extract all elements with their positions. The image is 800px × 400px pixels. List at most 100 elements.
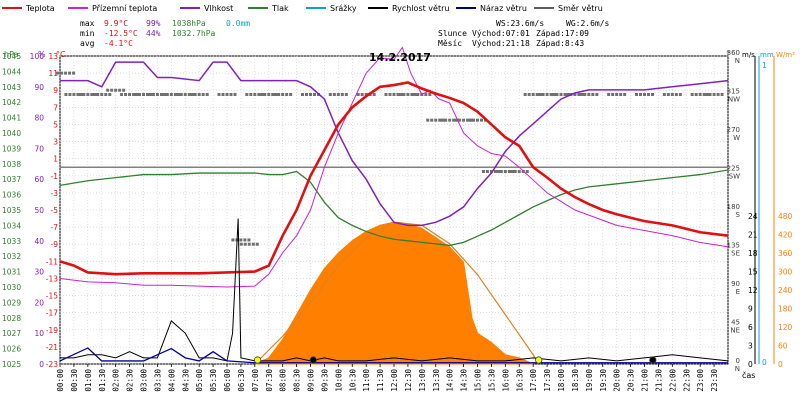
wind-direction-point xyxy=(458,118,462,122)
solar-max-line xyxy=(254,221,540,365)
x-tick-label: 21:30 xyxy=(654,369,663,392)
pct-tick-label: 70 xyxy=(34,144,44,153)
astronomy-marker xyxy=(649,356,657,364)
legend-label: Směr větru xyxy=(558,4,603,13)
x-tick-label: 03:30 xyxy=(153,369,162,392)
wind-direction-point xyxy=(392,93,396,96)
wind-direction-point xyxy=(579,93,583,96)
wind-direction-point xyxy=(64,93,68,96)
x-tick-label: 09:30 xyxy=(320,369,329,392)
stat-text: 1038hPa xyxy=(172,19,206,28)
wind-direction-point xyxy=(175,93,179,96)
wind-direction-point xyxy=(263,93,267,96)
wind-direction-point xyxy=(163,93,167,96)
wind-direction-point xyxy=(454,118,458,122)
wind-direction-point xyxy=(384,93,388,96)
dir-tick-value: 225 xyxy=(727,165,740,173)
wind-direction-point xyxy=(414,93,418,96)
wind-direction-point xyxy=(426,118,430,122)
wm-tick-label: 300 xyxy=(778,268,793,277)
temp-tick-label: 1 xyxy=(53,155,58,164)
hpa-tick-label: 1035 xyxy=(2,206,21,215)
wind-direction-point xyxy=(124,93,128,96)
wind-direction-point xyxy=(191,93,195,96)
wind-direction-point xyxy=(128,93,132,96)
wind-direction-point xyxy=(698,93,702,96)
wind-direction-point xyxy=(615,93,619,96)
temp-tick-label: -5 xyxy=(51,206,59,215)
temp-tick-label: 13 xyxy=(48,52,58,61)
wind-direction-point xyxy=(402,93,406,96)
wind-direction-point xyxy=(523,93,527,96)
wind-direction-point xyxy=(177,93,181,96)
wind-direction-point xyxy=(253,93,257,96)
x-tick-label: 17:30 xyxy=(543,369,552,392)
wind-direction-point xyxy=(639,93,642,96)
x-tick-label: 18:00 xyxy=(557,369,566,392)
x-tick-label: 21:00 xyxy=(641,369,650,392)
wind-direction-point xyxy=(611,93,615,96)
x-tick-label: 04:30 xyxy=(181,369,190,392)
x-tick-label: 14:00 xyxy=(446,369,455,392)
wind-direction-point xyxy=(499,170,503,173)
temp-tick-label: -17 xyxy=(46,309,58,318)
wind-direction-point xyxy=(56,71,60,75)
hpa-tick-label: 1030 xyxy=(2,283,21,292)
wind-direction-point xyxy=(388,93,392,96)
x-tick-label: 05:30 xyxy=(209,369,218,392)
wind-direction-point xyxy=(344,93,348,96)
wind-direction-point xyxy=(64,71,68,75)
wind-direction-point xyxy=(424,93,428,96)
x-tick-label: 00:00 xyxy=(56,369,65,392)
stat-text: Slunce xyxy=(438,29,467,38)
wind-direction-point xyxy=(261,93,265,96)
x-tick-label: 01:30 xyxy=(98,369,107,392)
wind-direction-point xyxy=(281,93,285,96)
stat-text: 99% xyxy=(146,19,161,28)
wind-direction-point xyxy=(527,93,531,96)
legend-label: Náraz větru xyxy=(480,4,527,13)
wind-direction-point xyxy=(100,93,104,96)
ms-tick-label: 9 xyxy=(748,305,753,314)
hpa-tick-label: 1038 xyxy=(2,160,21,169)
dir-tick-value: 180 xyxy=(727,203,740,211)
wind-direction-point xyxy=(169,93,173,96)
wind-direction-point xyxy=(545,93,549,96)
wind-direction-point xyxy=(243,242,247,246)
x-tick-label: 17:00 xyxy=(529,369,538,392)
wind-direction-point xyxy=(509,170,513,173)
wind-direction-point xyxy=(225,93,229,96)
wind-direction-point xyxy=(444,118,448,122)
wind-direction-point xyxy=(76,93,80,96)
dir-tick-label: W xyxy=(733,134,740,142)
x-tick-label: 07:00 xyxy=(251,369,260,392)
wind-direction-point xyxy=(142,93,145,96)
x-tick-label: 18:30 xyxy=(571,369,580,392)
wind-direction-point xyxy=(559,93,563,96)
hpa-tick-label: 1028 xyxy=(2,314,21,323)
hpa-tick-label: 1025 xyxy=(2,360,21,369)
wind-direction-point xyxy=(336,93,340,96)
hpa-tick-label: 1043 xyxy=(2,83,21,92)
wind-direction-point xyxy=(567,93,571,96)
dir-tick-value: 135 xyxy=(727,242,740,250)
astronomy-marker xyxy=(254,356,262,364)
ground-temperature-line xyxy=(59,46,729,288)
wind-direction-point xyxy=(217,93,221,96)
x-tick-label: 10:30 xyxy=(348,369,357,392)
stat-text: -4.1°C xyxy=(104,39,133,48)
dir-tick-label: SE xyxy=(731,250,740,258)
x-tick-label: 07:30 xyxy=(265,369,274,392)
wind-direction-point xyxy=(273,93,277,96)
wind-direction-point xyxy=(674,93,678,96)
hpa-tick-label: 1026 xyxy=(2,345,21,354)
x-tick-label: 22:30 xyxy=(682,369,691,392)
wind-direction-point xyxy=(147,93,151,96)
wind-direction-point xyxy=(118,88,122,92)
wind-direction-point xyxy=(712,93,716,96)
wind-direction-point xyxy=(452,118,456,122)
x-tick-label: 02:00 xyxy=(112,369,121,392)
wind-direction-point xyxy=(257,93,261,96)
wind-direction-point xyxy=(155,93,159,96)
